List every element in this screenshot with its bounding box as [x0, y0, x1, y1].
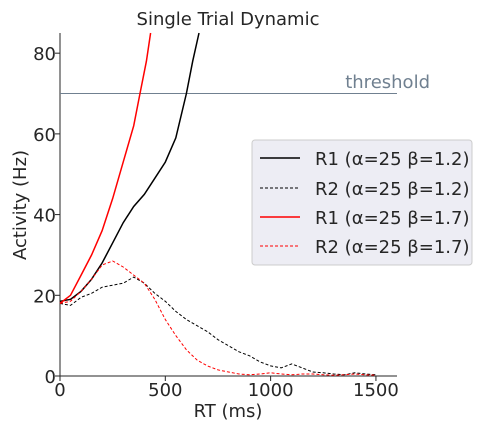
- y-ticks: 0 20 40 60 80: [33, 44, 60, 388]
- legend-item-4: R2 (α=25 β=1.7): [315, 237, 470, 258]
- x-tick-label: 1000: [248, 380, 294, 401]
- legend: R1 (α=25 β=1.2) R2 (α=25 β=1.2) R1 (α=25…: [251, 139, 473, 266]
- series-line-3: [59, 32, 152, 304]
- legend-item-1: R1 (α=25 β=1.2): [315, 149, 470, 170]
- y-axis-label: Activity (Hz): [10, 150, 31, 260]
- y-tick-label: 80: [33, 44, 56, 65]
- series-line-2: [59, 276, 376, 376]
- x-axis-label: RT (ms): [194, 401, 263, 422]
- series-line-4: [59, 260, 376, 376]
- legend-box: [251, 139, 473, 266]
- x-ticks: 0 500 1000 1500: [54, 376, 399, 401]
- legend-item-3: R1 (α=25 β=1.7): [315, 208, 470, 229]
- series-layer: [59, 32, 376, 376]
- x-tick-label: 0: [54, 380, 65, 401]
- y-tick-label: 60: [33, 125, 56, 146]
- x-tick-label: 1500: [353, 380, 399, 401]
- y-tick-label: 20: [33, 286, 56, 307]
- chart-title: Single Trial Dynamic: [137, 9, 320, 30]
- legend-item-2: R2 (α=25 β=1.2): [315, 179, 470, 200]
- axes: [59, 33, 397, 377]
- x-tick-label: 500: [148, 380, 182, 401]
- series-line-1: [59, 32, 200, 303]
- y-tick-label: 40: [33, 206, 56, 227]
- y-tick-label: 0: [45, 367, 56, 388]
- threshold-label: threshold: [345, 72, 430, 93]
